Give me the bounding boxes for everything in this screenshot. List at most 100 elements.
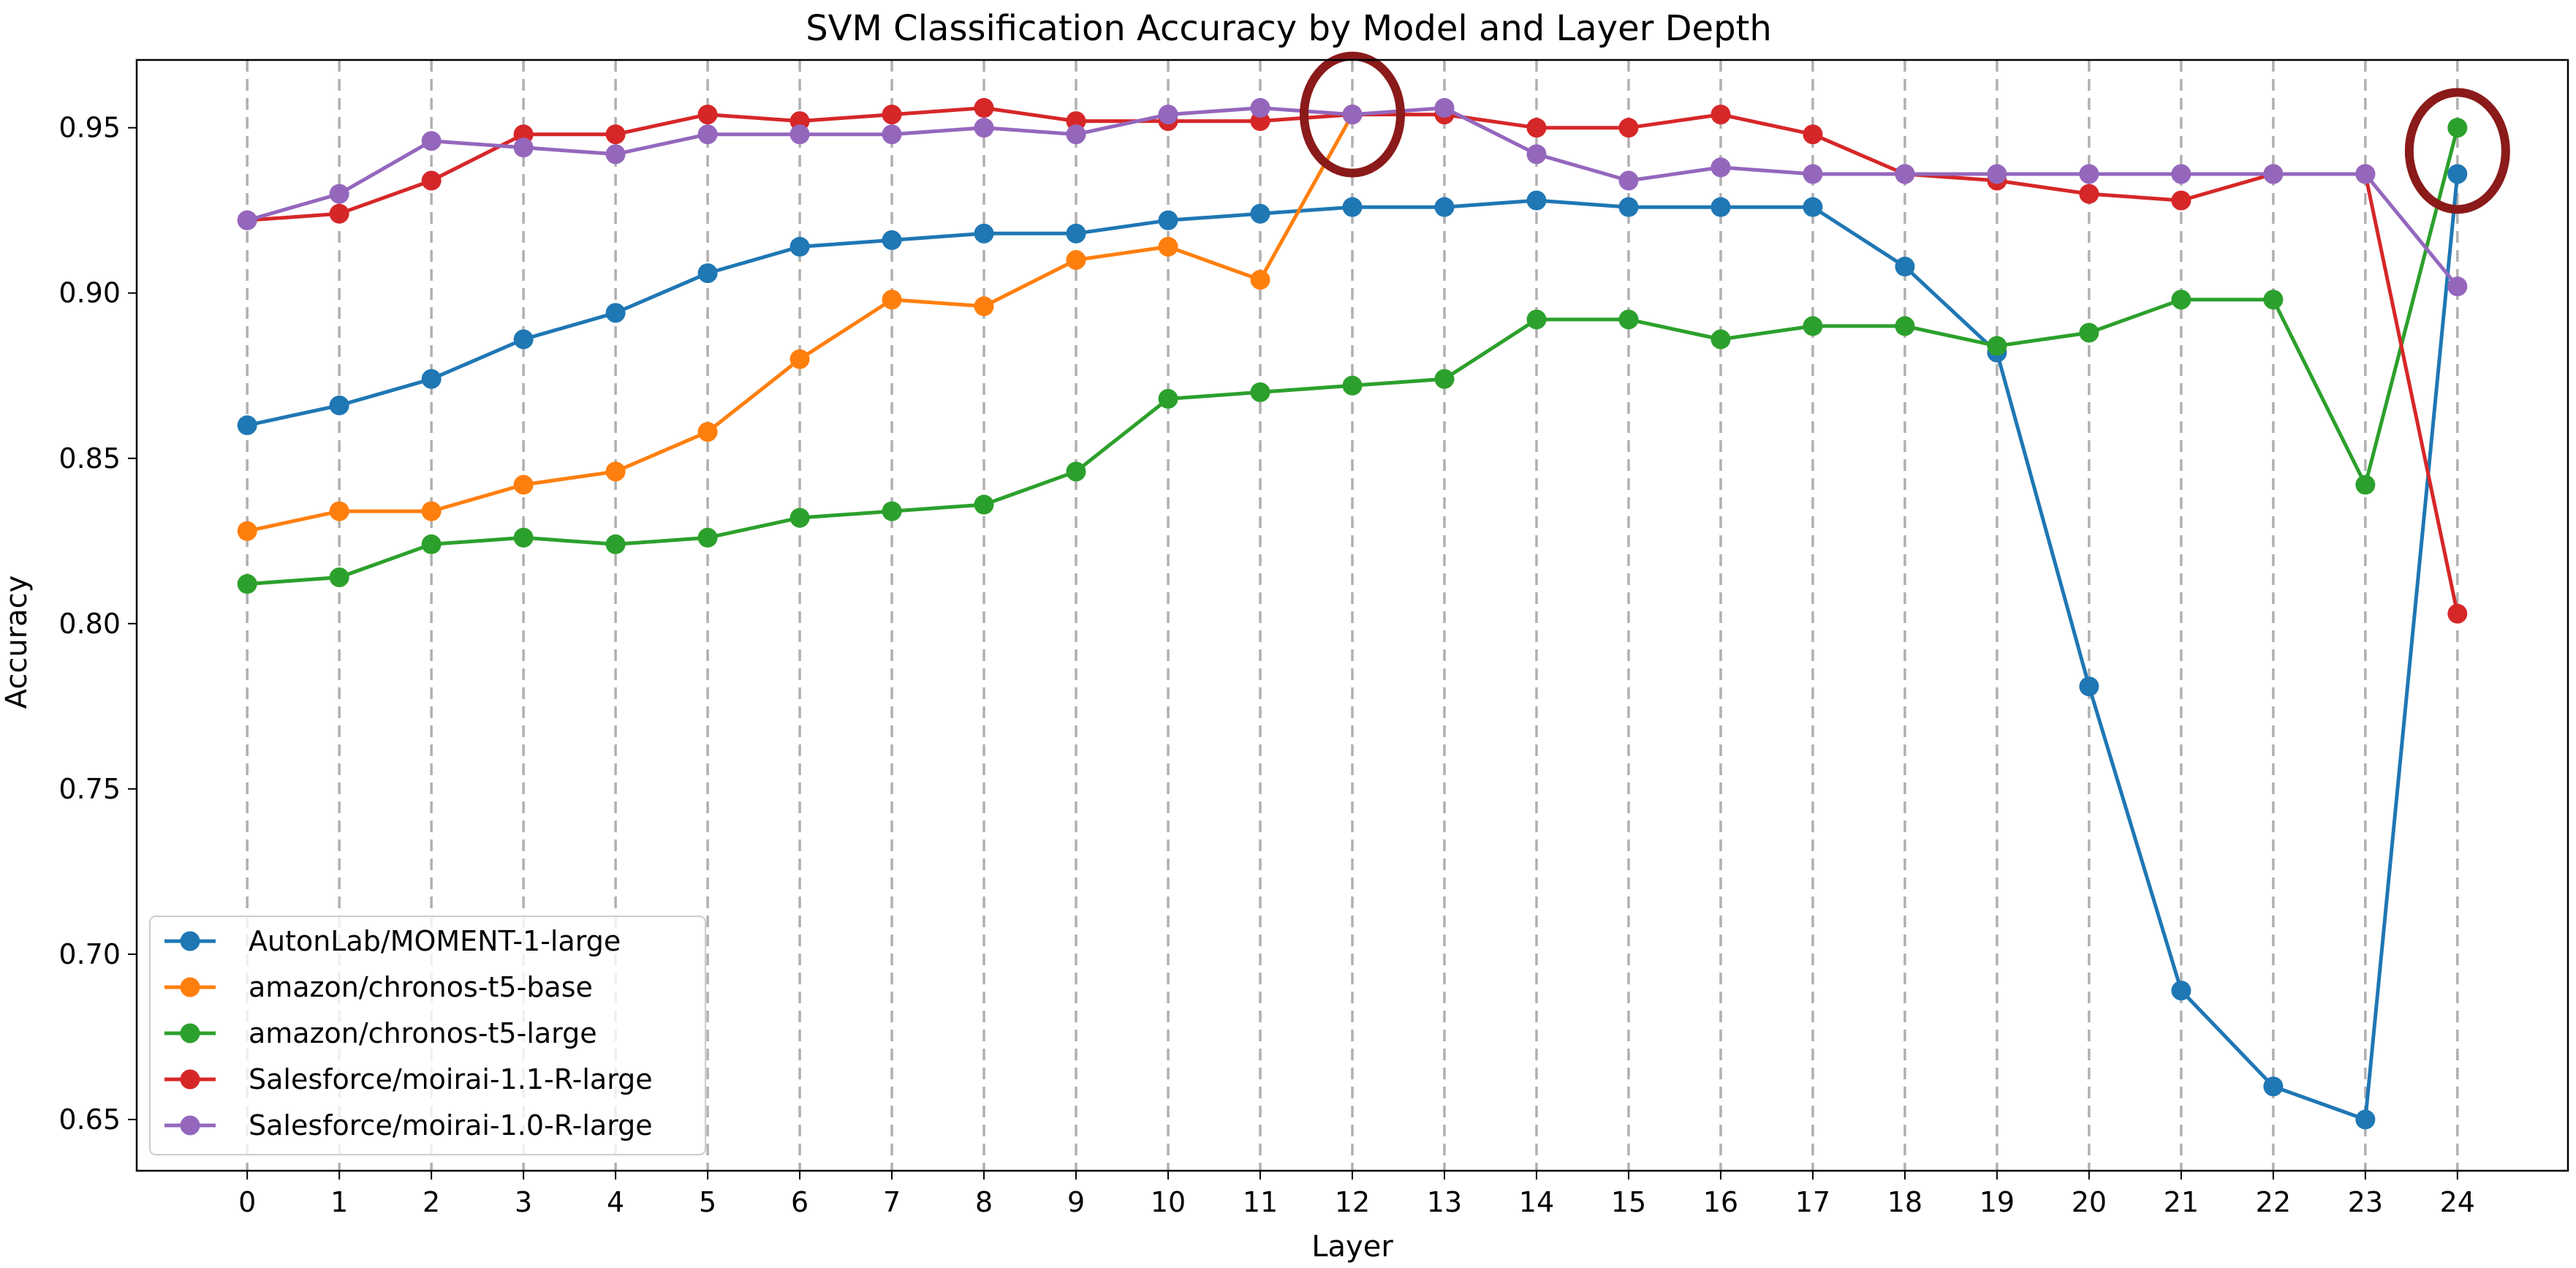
series-point-2 <box>2171 290 2192 310</box>
x-tick-label: 1 <box>330 1186 348 1218</box>
series-point-1 <box>1158 236 1178 257</box>
series-point-4 <box>2447 276 2468 297</box>
series-point-2 <box>882 501 902 521</box>
series-point-2 <box>1803 316 1823 336</box>
series-point-0 <box>1618 197 1639 217</box>
x-tick-label: 23 <box>2348 1186 2383 1218</box>
series-point-4 <box>605 144 626 165</box>
series-point-2 <box>789 507 810 528</box>
series-point-0 <box>697 263 718 284</box>
x-tick-label: 10 <box>1151 1186 1186 1218</box>
series-point-4 <box>1250 98 1270 118</box>
series-layer <box>237 98 2468 1130</box>
series-point-1 <box>1066 250 1086 271</box>
x-tick-label: 14 <box>1519 1186 1554 1218</box>
series-point-2 <box>697 527 718 548</box>
series-point-0 <box>2355 1109 2376 1130</box>
series-point-0 <box>1250 203 1270 224</box>
legend-label: Salesforce/moirai-1.0-R-large <box>249 1109 653 1141</box>
series-point-3 <box>2171 190 2192 211</box>
x-tick-label: 13 <box>1427 1186 1462 1218</box>
series-point-3 <box>1618 118 1639 138</box>
series-point-4 <box>421 131 442 151</box>
series-point-4 <box>2079 164 2099 184</box>
legend-swatch-marker <box>180 931 200 951</box>
x-axis-label: Layer <box>1311 1230 1393 1264</box>
x-tick-label: 24 <box>2440 1186 2475 1218</box>
series-point-2 <box>2447 118 2468 138</box>
series-point-2 <box>1342 375 1363 396</box>
series-point-0 <box>1711 197 1731 217</box>
series-point-2 <box>1711 329 1731 350</box>
series-point-2 <box>2355 475 2376 495</box>
x-tick-label: 15 <box>1611 1186 1646 1218</box>
x-tick-label: 2 <box>423 1186 440 1218</box>
series-point-3 <box>1711 105 1731 125</box>
series-point-2 <box>237 574 257 595</box>
series-point-0 <box>974 223 994 244</box>
legend-label: Salesforce/moirai-1.1-R-large <box>249 1063 653 1095</box>
series-point-4 <box>237 210 257 230</box>
series-point-3 <box>882 105 902 125</box>
annotation-layer <box>1300 51 2510 214</box>
x-tick-label: 7 <box>883 1186 901 1218</box>
series-point-1 <box>605 461 626 482</box>
series-point-4 <box>789 124 810 145</box>
series-point-4 <box>513 137 534 158</box>
series-point-2 <box>421 534 442 554</box>
x-tick-label: 22 <box>2256 1186 2291 1218</box>
series-point-4 <box>1526 144 1547 165</box>
series-point-2 <box>513 527 534 548</box>
series-point-0 <box>1066 223 1086 244</box>
series-point-1 <box>237 521 257 541</box>
series-point-3 <box>2079 184 2099 204</box>
x-tick-label: 0 <box>238 1186 256 1218</box>
series-point-4 <box>1618 170 1639 191</box>
series-point-0 <box>329 395 349 415</box>
series-point-2 <box>2079 322 2099 343</box>
series-point-3 <box>1803 124 1823 145</box>
series-point-0 <box>1803 197 1823 217</box>
series-point-0 <box>237 415 257 436</box>
series-point-2 <box>1618 309 1639 330</box>
series-point-4 <box>1342 105 1363 125</box>
series-point-2 <box>1066 461 1086 482</box>
series-point-0 <box>1895 257 1915 277</box>
y-tick-label: 0.95 <box>58 112 121 144</box>
annotation-circle <box>1300 51 1405 178</box>
series-point-0 <box>1434 197 1455 217</box>
axis-layer: 0 1 2 3 4 5 6 7 8 9 10 11 12 13 14 15 16 17 18 19 20 21 22 23 24… <box>58 112 2475 1218</box>
series-point-4 <box>1066 124 1086 145</box>
series-point-2 <box>974 494 994 515</box>
series-point-0 <box>513 329 534 350</box>
series-point-0 <box>1526 190 1547 211</box>
series-point-0 <box>1158 210 1178 230</box>
series-point-0 <box>2447 164 2468 184</box>
series-point-4 <box>1434 98 1455 118</box>
series-point-2 <box>329 567 349 588</box>
y-tick-label: 0.90 <box>58 277 121 309</box>
series-point-2 <box>1987 336 2007 356</box>
series-point-2 <box>1250 382 1270 402</box>
series-point-4 <box>697 124 718 145</box>
series-point-0 <box>1342 197 1363 217</box>
series-point-3 <box>697 105 718 125</box>
x-tick-label: 17 <box>1795 1186 1830 1218</box>
y-tick-label: 0.75 <box>58 773 121 805</box>
series-point-3 <box>421 170 442 191</box>
x-tick-label: 21 <box>2164 1186 2199 1218</box>
x-tick-label: 3 <box>515 1186 532 1218</box>
series-point-3 <box>974 98 994 118</box>
x-tick-label: 8 <box>975 1186 993 1218</box>
x-tick-label: 19 <box>1980 1186 2015 1218</box>
series-point-4 <box>2171 164 2192 184</box>
series-point-2 <box>2263 290 2284 310</box>
x-tick-label: 18 <box>1887 1186 1922 1218</box>
x-tick-label: 6 <box>791 1186 808 1218</box>
series-point-0 <box>421 369 442 389</box>
series-point-2 <box>1434 369 1455 389</box>
series-point-1 <box>882 290 902 310</box>
x-tick-label: 20 <box>2072 1186 2107 1218</box>
series-point-4 <box>1895 164 1915 184</box>
